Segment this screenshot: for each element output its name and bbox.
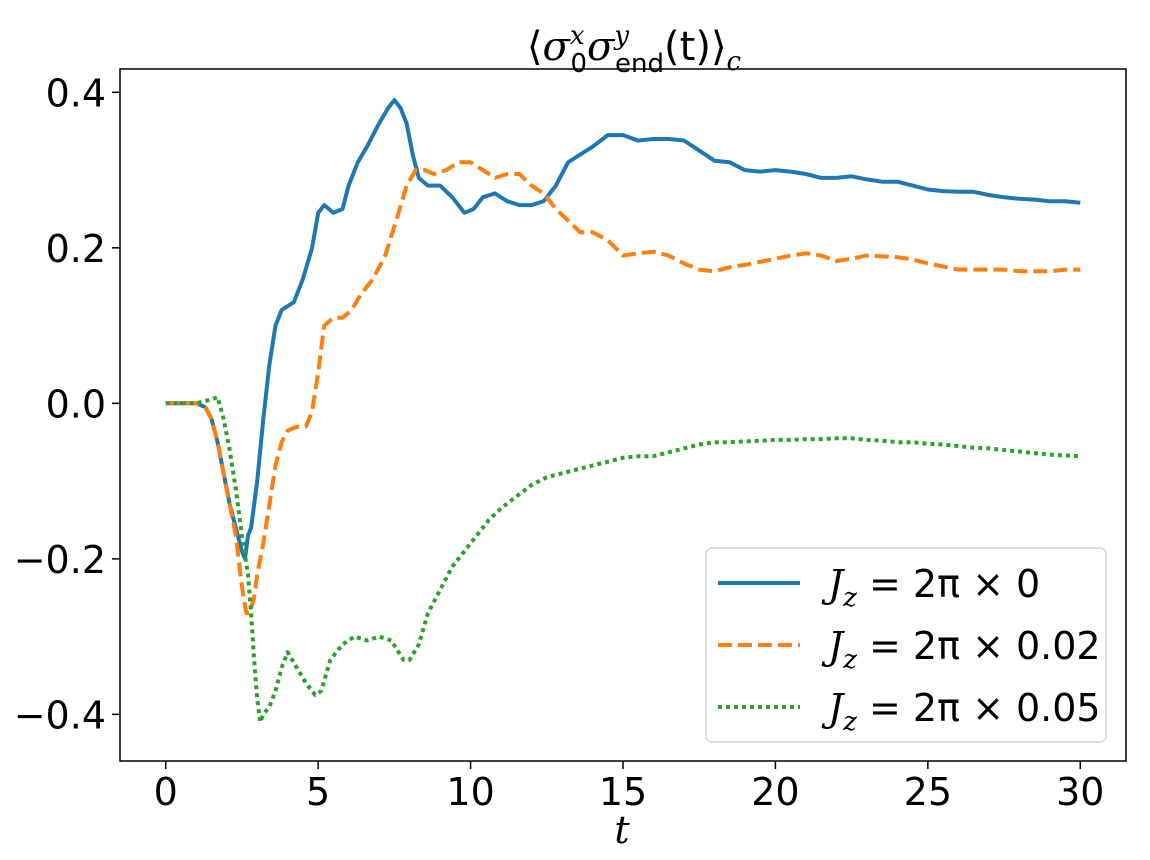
x-tick-label: 0 (154, 770, 178, 814)
axis-ticks: 0 5 10 15 20 25 30 −0.4 −0.2 0.0 0.2 0.4 (14, 71, 1105, 814)
title-paren: (t) (664, 24, 711, 70)
series-layer (165, 98, 1081, 725)
series-line-3 (165, 395, 1081, 725)
x-tick-label: 25 (904, 770, 952, 814)
title-sub-0: 0 (570, 49, 587, 79)
y-tick-label: 0.4 (46, 71, 106, 115)
title-sub-end: end (615, 49, 664, 79)
title-close: ⟩ (711, 24, 727, 70)
title-sigma-2: σ (587, 24, 616, 70)
x-tick-label: 5 (306, 770, 330, 814)
legend-label-2: Jz = 2π × 0.02 (821, 624, 1101, 675)
x-tick-label: 15 (599, 770, 647, 814)
y-tick-label: −0.2 (14, 538, 106, 582)
title-sigma-1: σ (543, 24, 572, 70)
y-tick-label: 0.0 (46, 382, 106, 426)
title-open: ⟨ (527, 24, 543, 70)
chart-title: ⟨σx 0σy end(t)⟩c (527, 21, 742, 79)
series-line-1 (165, 98, 1081, 561)
x-tick-label: 30 (1056, 770, 1104, 814)
legend-box (705, 547, 1107, 743)
title-sup-y: y (613, 21, 629, 51)
title-sup-x: x (570, 21, 585, 51)
y-tick-label: 0.2 (46, 227, 106, 271)
title-sub-c: c (727, 47, 742, 77)
x-tick-label: 20 (751, 770, 799, 814)
legend-label-3: Jz = 2π × 0.05 (821, 686, 1101, 737)
series-line-2 (165, 160, 1081, 616)
x-tick-label: 10 (446, 770, 494, 814)
x-axis-label: t (614, 808, 630, 852)
y-tick-label: −0.4 (14, 693, 106, 737)
